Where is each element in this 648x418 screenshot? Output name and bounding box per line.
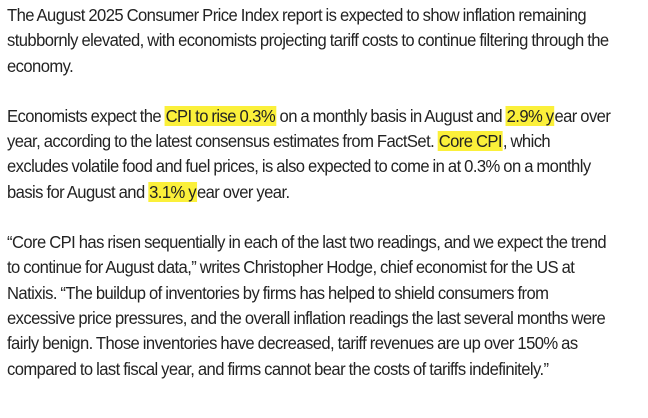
text-segment: on a monthly basis in August and [275,105,506,126]
highlight-core-cpi-yearly: 3.1% y [148,181,197,202]
paragraph-estimates: Economists expect the CPI to rise 0.3% o… [7,104,614,205]
highlight-core-cpi: Core CPI [437,131,503,152]
text-segment: ear over year. [196,181,290,202]
text-segment: Economists expect the [7,105,165,126]
text-segment: , which excludes volatile food and fuel … [7,131,591,202]
highlight-cpi-yearly: 2.9% y [505,105,555,126]
paragraph-quote: “Core CPI has risen sequentially in each… [7,232,607,379]
paragraph-intro: The August 2025 Consumer Price Index rep… [7,5,609,76]
article-body: The August 2025 Consumer Price Index rep… [7,3,614,407]
highlight-cpi-monthly: CPI to rise 0.3% [164,105,276,126]
text-segment: ear over year, according to the latest c… [7,105,611,152]
